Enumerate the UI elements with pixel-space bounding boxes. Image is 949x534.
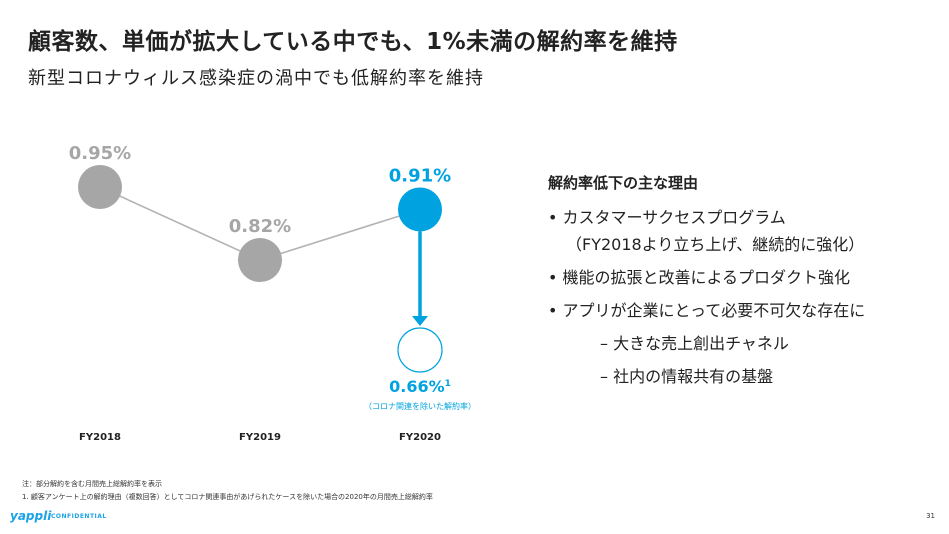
footnote-1: 1. 顧客アンケート上の解約理由（複数回答）としてコロナ関連事由があげられたケー… xyxy=(22,493,433,501)
page-number: 31 xyxy=(926,512,935,520)
yappli-logo: yappli xyxy=(10,509,52,523)
reason-text: アプリが企業にとって必要不可欠な存在に xyxy=(562,301,866,320)
reason-subitem-sales-channel: – 大きな売上創出チャネル xyxy=(548,333,938,355)
bullet: • xyxy=(548,268,558,287)
reasons-title: 解約率低下の主な理由 xyxy=(548,174,699,192)
reason-text: カスタマーサクセスプログラム xyxy=(562,208,786,227)
x-tick-label-fy2018: FY2018 xyxy=(79,432,121,443)
reason-continuation: （FY2018より立ち上げ、継続的に強化） xyxy=(566,235,865,254)
x-tick-label-fy2020: FY2020 xyxy=(399,432,441,443)
footnote-note: 注：部分解約を含む月間売上総解約率を表示 xyxy=(22,480,162,488)
confidential-label: CONFIDENTIAL xyxy=(51,513,107,520)
reason-item-essential: • アプリが企業にとって必要不可欠な存在に xyxy=(548,300,938,322)
data-point-fy2019 xyxy=(238,238,282,283)
subitem-text: 大きな売上創出チャネル xyxy=(613,334,789,353)
data-label-fy2019: 0.82% xyxy=(229,216,291,237)
adjusted-data-label: 0.66%1 xyxy=(389,377,451,396)
data-label-fy2018: 0.95% xyxy=(69,143,131,164)
dash: – xyxy=(600,367,608,386)
adjustment-arrow-head xyxy=(412,315,428,326)
bullet: • xyxy=(548,208,558,227)
page-title: 顧客数、単価が拡大している中でも、1%未満の解約率を維持 xyxy=(28,29,678,55)
reason-subitem-info-sharing: – 社内の情報共有の基盤 xyxy=(548,366,938,388)
footnotes: 注：部分解約を含む月間売上総解約率を表示 1. 顧客アンケート上の解約理由（複数… xyxy=(22,478,433,504)
data-point-fy2018 xyxy=(78,165,122,209)
adjusted-caption: （コロナ関連を除いた解約率） xyxy=(364,401,476,411)
reason-text: 機能の拡張と改善によるプロダクト強化 xyxy=(562,268,851,287)
subitem-text: 社内の情報共有の基盤 xyxy=(613,367,774,386)
reason-item-customer-success: • カスタマーサクセスプログラム （FY2018より立ち上げ、継続的に強化） xyxy=(548,207,938,256)
data-point-fy2020 xyxy=(398,187,442,232)
bullet: • xyxy=(548,301,558,320)
reasons-panel: 解約率低下の主な理由 • カスタマーサクセスプログラム （FY2018より立ち上… xyxy=(548,172,938,399)
dash: – xyxy=(600,334,608,353)
x-tick-label-fy2019: FY2019 xyxy=(239,432,281,443)
adjusted-data-point xyxy=(397,327,443,373)
page-subtitle: 新型コロナウィルス感染症の渦中でも低解約率を維持 xyxy=(28,68,484,89)
reason-item-product: • 機能の拡張と改善によるプロダクト強化 xyxy=(548,267,938,289)
data-label-fy2020: 0.91% xyxy=(389,165,451,186)
